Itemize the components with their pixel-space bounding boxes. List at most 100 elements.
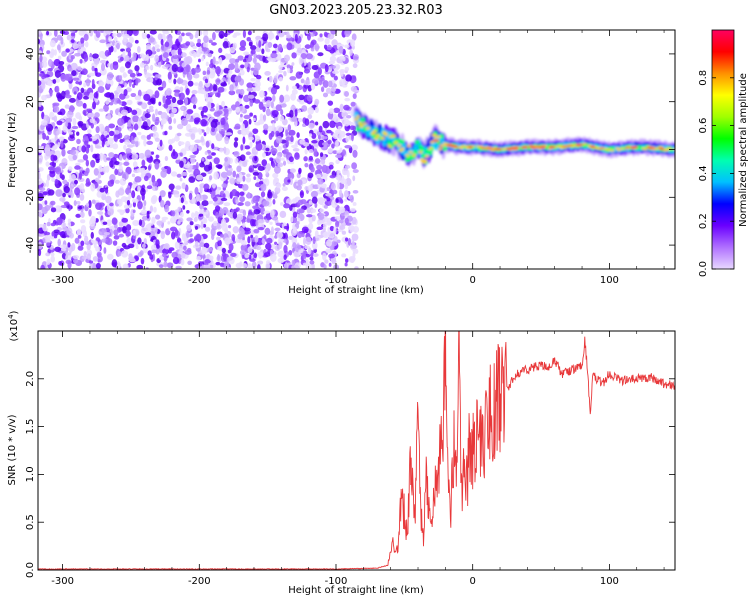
noise-blob bbox=[91, 240, 98, 245]
noise-blob bbox=[310, 33, 315, 37]
noise-blob bbox=[103, 232, 111, 236]
noise-blob bbox=[275, 183, 282, 189]
noise-blob bbox=[141, 31, 148, 40]
noise-blob bbox=[189, 154, 197, 159]
noise-blob bbox=[145, 65, 150, 71]
noise-blob bbox=[286, 42, 293, 51]
ridge-cell bbox=[400, 147, 405, 151]
noise-blob bbox=[250, 77, 256, 82]
ridge-hotspot bbox=[561, 145, 568, 148]
noise-blob bbox=[82, 154, 89, 161]
noise-blob bbox=[38, 248, 42, 257]
noise-blob bbox=[225, 132, 233, 136]
noise-blob bbox=[113, 37, 118, 42]
noise-blob bbox=[107, 113, 112, 121]
noise-blob bbox=[132, 229, 136, 236]
noise-blob bbox=[239, 39, 247, 48]
noise-blob bbox=[91, 78, 95, 86]
noise-blob bbox=[258, 181, 264, 185]
noise-blob bbox=[95, 246, 101, 252]
noise-blob bbox=[283, 94, 291, 103]
noise-blob bbox=[140, 209, 148, 215]
noise-blob bbox=[344, 66, 350, 72]
noise-blob bbox=[217, 245, 224, 251]
noise-blob bbox=[112, 61, 119, 71]
noise-blob bbox=[177, 77, 182, 85]
noise-blob bbox=[228, 224, 232, 229]
noise-blob bbox=[285, 84, 289, 92]
noise-blob bbox=[96, 191, 103, 198]
ridge-cell bbox=[610, 149, 615, 152]
noise-blob bbox=[53, 229, 60, 234]
noise-blob bbox=[329, 120, 336, 129]
noise-blob bbox=[188, 176, 196, 183]
noise-blob bbox=[48, 89, 54, 94]
noise-blob bbox=[167, 71, 172, 80]
noise-blob bbox=[317, 197, 325, 205]
noise-blob bbox=[68, 131, 74, 135]
noise-blob bbox=[150, 196, 157, 205]
noise-blob bbox=[261, 48, 265, 55]
noise-blob bbox=[151, 125, 158, 132]
noise-blob bbox=[319, 33, 323, 38]
noise-blob bbox=[152, 113, 156, 122]
noise-blob bbox=[64, 104, 70, 109]
noise-blob bbox=[253, 135, 261, 142]
noise-blob bbox=[323, 44, 328, 49]
noise-blob bbox=[252, 56, 257, 64]
noise-blob bbox=[288, 129, 296, 136]
noise-blob bbox=[191, 96, 198, 105]
noise-blob bbox=[232, 226, 239, 234]
noise-blob bbox=[83, 82, 87, 88]
noise-blob bbox=[328, 253, 336, 259]
noise-blob bbox=[98, 79, 104, 88]
ridge-hotspot bbox=[494, 148, 503, 151]
noise-blob bbox=[238, 105, 246, 113]
noise-blob bbox=[318, 139, 325, 148]
noise-blob bbox=[233, 209, 239, 213]
noise-blob bbox=[214, 30, 220, 33]
noise-blob bbox=[203, 30, 209, 37]
noise-blob bbox=[85, 159, 90, 167]
noise-blob bbox=[70, 39, 75, 43]
noise-blob bbox=[171, 251, 178, 259]
noise-blob bbox=[340, 198, 344, 204]
noise-blob bbox=[336, 181, 340, 190]
noise-blob bbox=[93, 168, 100, 176]
noise-blob bbox=[268, 75, 273, 83]
noise-blob bbox=[88, 260, 94, 264]
noise-blob bbox=[238, 227, 244, 235]
noise-blob bbox=[323, 222, 327, 229]
noise-blob bbox=[125, 230, 131, 237]
noise-blob bbox=[350, 86, 357, 92]
noise-blob bbox=[224, 53, 229, 60]
noise-blob bbox=[204, 151, 208, 155]
ridge-hotspot bbox=[575, 143, 584, 147]
noise-blob bbox=[274, 186, 281, 194]
noise-blob bbox=[73, 200, 77, 207]
noise-blob bbox=[72, 43, 79, 50]
ridge-cell bbox=[370, 132, 376, 135]
ridge-cell bbox=[557, 145, 563, 148]
noise-blob bbox=[131, 109, 138, 116]
noise-blob bbox=[277, 43, 283, 52]
noise-blob bbox=[307, 172, 314, 179]
ridge-cell bbox=[664, 149, 669, 152]
noise-blob bbox=[307, 184, 313, 192]
noise-blob bbox=[87, 56, 93, 61]
noise-blob bbox=[100, 59, 107, 64]
noise-blob bbox=[352, 63, 358, 69]
noise-blob bbox=[209, 264, 214, 269]
noise-blob bbox=[38, 147, 43, 154]
noise-blob bbox=[344, 145, 352, 149]
noise-blob bbox=[104, 140, 111, 146]
noise-blob bbox=[183, 234, 187, 244]
noise-blob bbox=[137, 185, 141, 192]
noise-blob bbox=[65, 253, 72, 262]
noise-blob bbox=[236, 165, 242, 173]
noise-blob bbox=[49, 170, 56, 178]
noise-blob bbox=[57, 142, 61, 148]
noise-blob bbox=[265, 147, 270, 152]
noise-blob bbox=[278, 77, 283, 82]
noise-blob bbox=[227, 108, 233, 112]
